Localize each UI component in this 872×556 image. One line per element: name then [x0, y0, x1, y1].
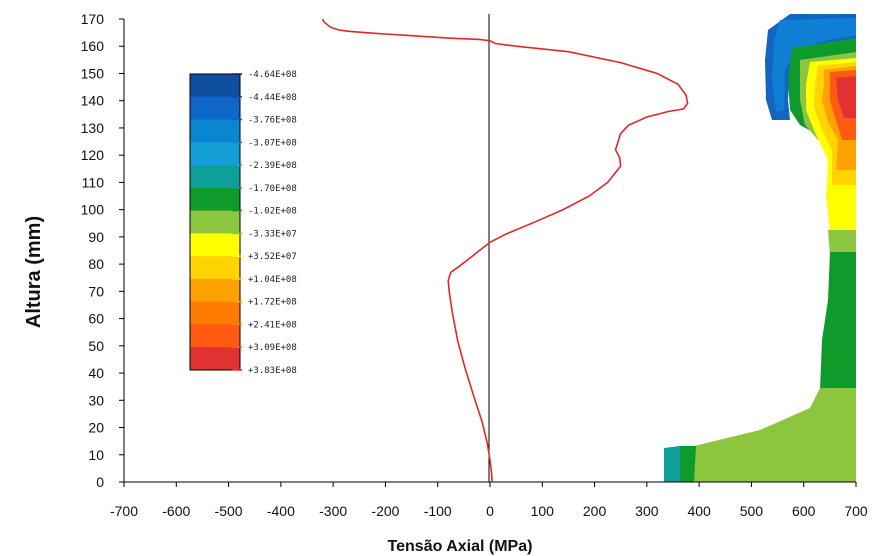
- y-tick-label: 90: [88, 229, 104, 245]
- legend-swatch: [190, 119, 240, 143]
- x-tick-label: 300: [635, 503, 659, 519]
- legend-swatch: [190, 165, 240, 189]
- y-tick-label: 70: [88, 283, 104, 299]
- legend-swatch: [190, 347, 240, 371]
- y-tick-label: 110: [82, 174, 105, 190]
- y-tick-label: 20: [88, 420, 104, 436]
- legend-label: -4.64E+08: [248, 70, 297, 80]
- y-tick-label: 160: [81, 38, 105, 54]
- stress-curve-line: [321, 18, 689, 483]
- legend-label: -3.07E+08: [248, 138, 297, 148]
- x-tick-label: 700: [844, 503, 868, 519]
- stress-contour-image: [664, 14, 856, 482]
- y-tick-label: 150: [81, 65, 105, 81]
- x-axis: -700 -600 -500 -400 -300 -200 -100 0 100 200 300 40…: [110, 481, 868, 519]
- y-tick-label: 60: [88, 311, 104, 327]
- legend-swatch: [190, 233, 240, 257]
- x-axis-title: Tensão Axial (MPa): [388, 538, 533, 555]
- legend-label: -4.44E+08: [248, 93, 297, 103]
- legend-label: -1.02E+08: [248, 207, 297, 217]
- legend-label: -1.70E+08: [248, 184, 297, 194]
- x-tick-label: 400: [687, 503, 711, 519]
- legend-label: -3.33E+07: [248, 229, 297, 239]
- y-tick-label: 40: [88, 365, 104, 381]
- x-tick-label: -300: [319, 503, 347, 519]
- legend-label: +1.72E+08: [248, 298, 297, 308]
- x-tick-label: -400: [267, 503, 295, 519]
- legend-label: -2.39E+08: [248, 161, 297, 171]
- y-tick-label: 130: [81, 120, 105, 136]
- legend-label: +3.83E+08: [248, 366, 297, 376]
- y-tick-label: 140: [81, 93, 105, 109]
- legend-swatch: [190, 210, 240, 234]
- x-tick-label: -200: [371, 503, 399, 519]
- y-tick-label: 10: [88, 447, 104, 463]
- x-tick-label: -600: [162, 503, 190, 519]
- y-tick-label: 30: [88, 392, 104, 408]
- x-tick-label: 600: [792, 503, 816, 519]
- x-tick-label: 500: [740, 503, 764, 519]
- y-axis-title: Altura (mm): [23, 216, 45, 328]
- legend-swatch: [190, 74, 240, 98]
- legend-swatch: [190, 96, 240, 121]
- legend-label: +3.09E+08: [248, 343, 297, 353]
- x-tick-label: 100: [531, 503, 555, 519]
- legend-swatch: [190, 278, 240, 303]
- y-tick-label: 50: [88, 338, 104, 354]
- legend-label: -3.76E+08: [248, 116, 297, 126]
- y-tick-label: 80: [88, 256, 104, 272]
- legend-swatch: [190, 256, 240, 280]
- legend-swatch: [190, 187, 240, 212]
- legend-swatch: [190, 142, 240, 166]
- y-tick-label: 100: [81, 202, 105, 218]
- color-scale-legend: -4.64E+08 -4.44E+08 -3.76E+08 -3.07E+08 -2.3…: [189, 70, 297, 376]
- legend-swatch: [190, 301, 240, 325]
- x-tick-label: 200: [583, 503, 607, 519]
- y-axis: 0 10 20 30 40 50 60 70 80 90 100 110 120 130 140 150 160…: [81, 11, 125, 490]
- x-tick-label: 0: [486, 503, 494, 519]
- series-layer: [321, 18, 689, 483]
- legend-swatch: [190, 324, 240, 348]
- x-tick-label: -500: [215, 503, 243, 519]
- legend-label: +1.04E+08: [248, 275, 297, 285]
- y-tick-label: 120: [81, 147, 105, 163]
- y-tick-label: 170: [81, 11, 105, 27]
- x-tick-label: -700: [110, 503, 138, 519]
- legend-frame: [189, 73, 241, 371]
- y-tick-label: 0: [96, 474, 104, 490]
- x-tick-label: -100: [424, 503, 452, 519]
- legend-label: +2.41E+08: [248, 320, 297, 330]
- legend-label: +3.52E+07: [248, 252, 297, 262]
